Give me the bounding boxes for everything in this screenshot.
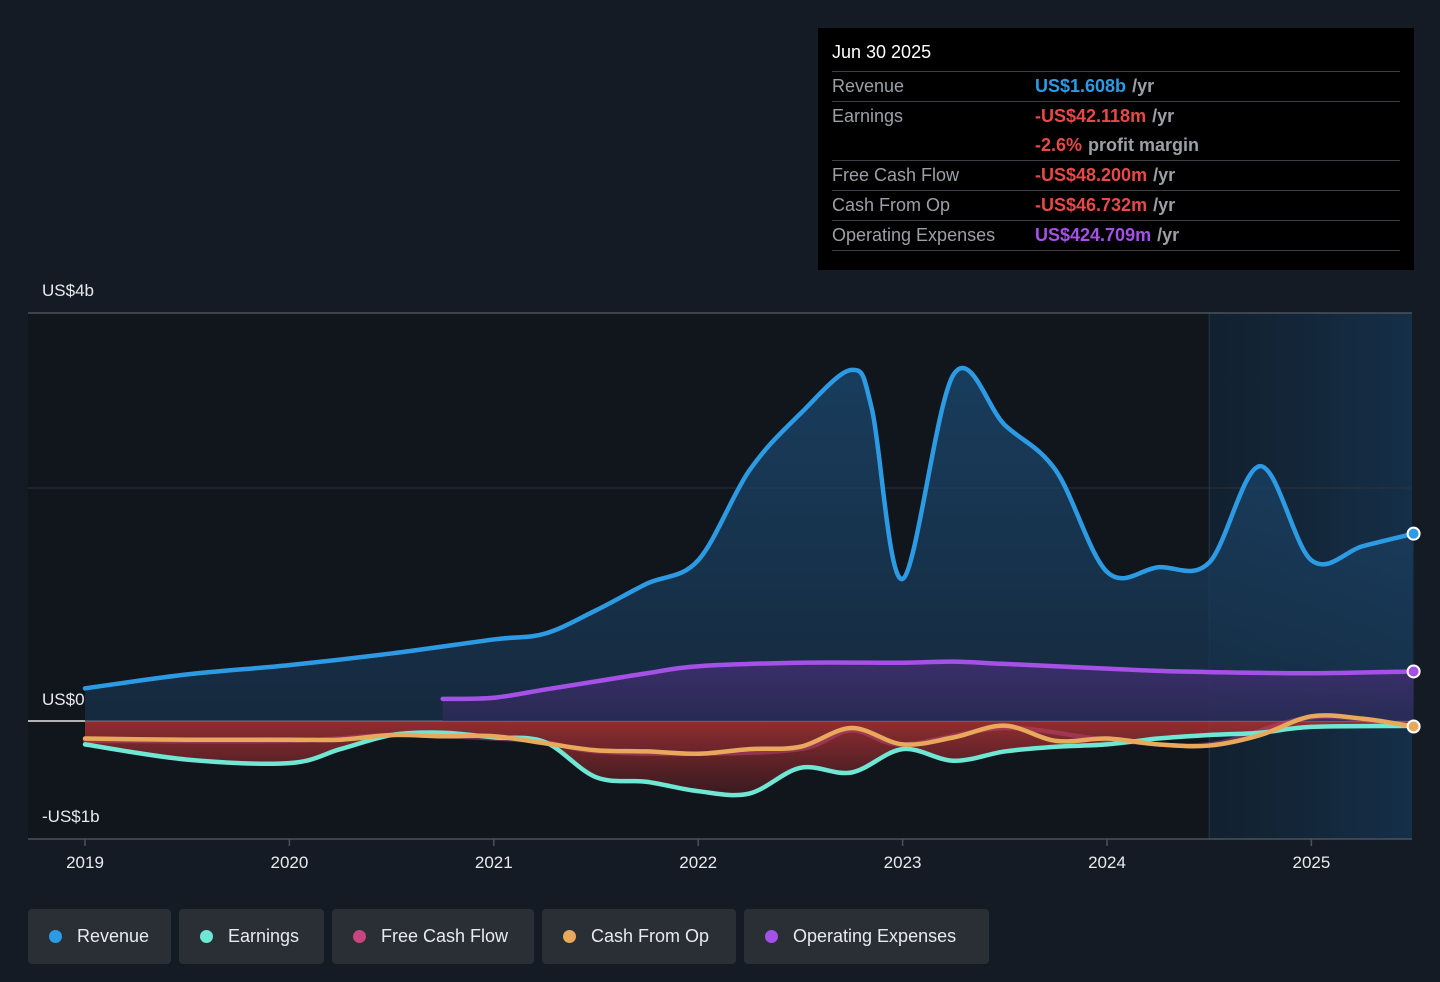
tooltip-unit: /yr [1157, 225, 1180, 245]
revenue-line [82, 365, 1416, 691]
tooltip-value: -US$46.732m [1035, 195, 1148, 215]
legend-item-earnings[interactable]: Earnings [179, 909, 324, 964]
legend-item-revenue[interactable]: Revenue [28, 909, 171, 964]
x-tick-label: 2025 [1292, 853, 1330, 872]
x-tick-label: 2021 [475, 853, 513, 872]
revenue-area [85, 367, 1414, 721]
tooltip-value: -US$42.118m [1035, 106, 1147, 126]
tooltip-row-profit-margin: -2.6% profit margin [832, 131, 1400, 161]
tooltip-row-cash-from-op: Cash From Op -US$46.732m /yr [832, 191, 1400, 221]
tooltip-unit: profit margin [1088, 135, 1200, 155]
x-tick-label: 2024 [1088, 853, 1126, 872]
tooltip-value: -2.6% [1035, 135, 1083, 155]
tooltip-unit: /yr [1153, 195, 1176, 215]
operating-expenses-area [442, 661, 1414, 721]
operating-expenses-line [440, 659, 1416, 702]
tooltip-label: Revenue [832, 76, 905, 96]
legend-label: Free Cash Flow [381, 926, 509, 946]
tooltip-label: Earnings [832, 106, 904, 126]
tooltip-row-revenue: Revenue US$1.608b /yr [832, 72, 1400, 101]
legend-label: Revenue [77, 926, 150, 946]
tooltip-row-free-cash-flow: Free Cash Flow -US$48.200m /yr [832, 161, 1400, 191]
x-tick-label: 2020 [270, 853, 308, 872]
x-tick-label: 2019 [66, 853, 104, 872]
cash-from-op-end-marker [1406, 719, 1421, 734]
tooltip-value: US$424.709m [1035, 225, 1152, 245]
cash-from-op-line [82, 713, 1416, 757]
tooltip-label: Cash From Op [832, 195, 951, 215]
operating-expenses-end-marker [1406, 664, 1421, 679]
legend-item-cash-from-op[interactable]: Cash From Op [542, 909, 736, 964]
tooltip-date: Jun 30 2025 [832, 42, 1400, 72]
tooltip-row-operating-expenses: Operating Expenses US$424.709m /yr [832, 221, 1400, 251]
legend-label: Operating Expenses [793, 926, 957, 946]
cash-from-op-dot-icon [563, 930, 576, 943]
tooltip-value: -US$48.200m [1035, 165, 1148, 185]
tooltip: Jun 30 2025 Revenue US$1.608b /yr Earnin… [818, 28, 1414, 270]
y-tick-label: US$4b [42, 281, 94, 300]
tooltip-value: US$1.608b [1035, 76, 1127, 96]
free-cash-flow-dot-icon [353, 930, 366, 943]
tooltip-label: Operating Expenses [832, 225, 996, 245]
chart: 2019 2020 2021 2022 2023 2024 2025 [28, 312, 1421, 872]
y-tick-label: -US$1b [42, 807, 100, 826]
tooltip-row-earnings: Earnings -US$42.118m /yr [832, 102, 1400, 131]
legend-item-operating-expenses[interactable]: Operating Expenses [744, 909, 989, 964]
legend: Revenue Earnings Free Cash Flow Cash Fro… [28, 909, 989, 964]
y-tick-label: US$0 [42, 690, 85, 709]
tooltip-label [832, 131, 1035, 160]
revenue-dot-icon [49, 930, 62, 943]
legend-label: Cash From Op [591, 926, 710, 946]
legend-item-free-cash-flow[interactable]: Free Cash Flow [332, 909, 534, 964]
tooltip-unit: /yr [1153, 165, 1176, 185]
x-tick-label: 2023 [884, 853, 922, 872]
earnings-dot-icon [200, 930, 213, 943]
tooltip-label: Free Cash Flow [832, 165, 960, 185]
revenue-end-marker [1406, 526, 1421, 541]
earnings-line [82, 723, 1416, 798]
x-tick-label: 2022 [679, 853, 717, 872]
legend-label: Earnings [228, 926, 300, 946]
tooltip-unit: /yr [1152, 106, 1175, 126]
tooltip-unit: /yr [1132, 76, 1155, 96]
operating-expenses-dot-icon [765, 930, 778, 943]
